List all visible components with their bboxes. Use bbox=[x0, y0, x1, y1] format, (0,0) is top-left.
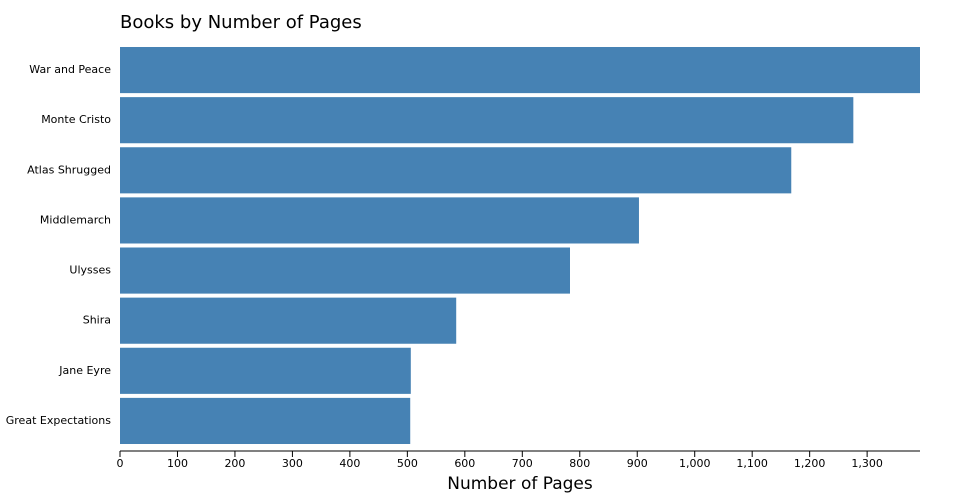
x-tick-label: 1,100 bbox=[736, 457, 768, 470]
x-tick-label: 400 bbox=[339, 457, 360, 470]
y-tick-label: Atlas Shrugged bbox=[27, 163, 111, 176]
bar bbox=[120, 297, 457, 344]
x-tick-label: 100 bbox=[167, 457, 188, 470]
x-tick-label: 300 bbox=[282, 457, 303, 470]
y-tick-label: Monte Cristo bbox=[41, 113, 111, 126]
bar bbox=[120, 397, 411, 444]
x-tick-label: 600 bbox=[454, 457, 475, 470]
y-tick-label: Ulysses bbox=[69, 264, 111, 277]
bar bbox=[120, 97, 854, 144]
x-tick-label: 500 bbox=[397, 457, 418, 470]
x-tick-label: 1,000 bbox=[679, 457, 711, 470]
bar bbox=[120, 247, 570, 294]
y-tick-label: Middlemarch bbox=[40, 213, 111, 226]
x-tick-label: 700 bbox=[512, 457, 533, 470]
bar bbox=[120, 47, 920, 94]
bar bbox=[120, 347, 411, 394]
bar bbox=[120, 197, 639, 244]
x-tick-label: 900 bbox=[627, 457, 648, 470]
x-tick-label: 0 bbox=[117, 457, 124, 470]
y-tick-label: Shira bbox=[83, 314, 111, 327]
chart-title: Books by Number of Pages bbox=[120, 12, 362, 33]
x-axis-label: Number of Pages bbox=[447, 474, 593, 494]
x-tick-label: 1,200 bbox=[794, 457, 826, 470]
x-tick-label: 1,300 bbox=[851, 457, 883, 470]
x-tick-label: 800 bbox=[569, 457, 590, 470]
bar bbox=[120, 147, 792, 194]
y-tick-label: Great Expectations bbox=[6, 414, 112, 427]
y-tick-label: War and Peace bbox=[29, 63, 111, 76]
x-tick-label: 200 bbox=[224, 457, 245, 470]
y-tick-label: Jane Eyre bbox=[58, 364, 111, 377]
